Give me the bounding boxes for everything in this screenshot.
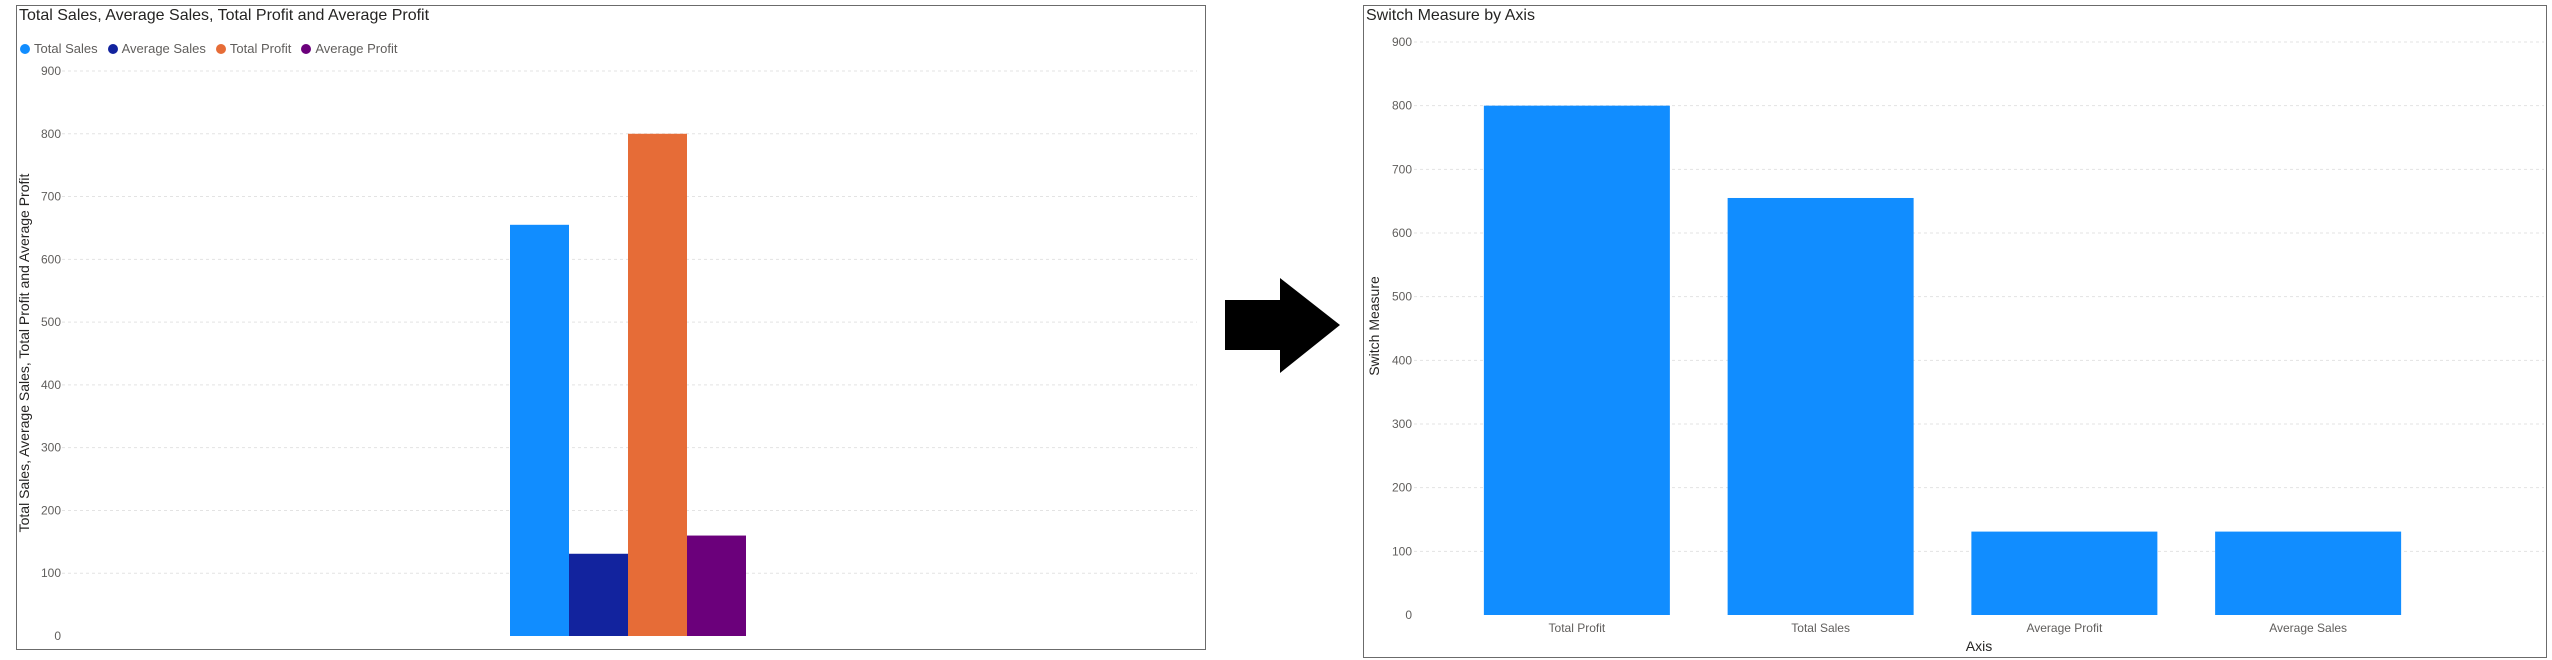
bar-total-sales (510, 224, 569, 637)
x-tick-label: Average Profit (2026, 621, 2102, 635)
legend-label: Average Sales (121, 41, 206, 56)
bar-average-profit (687, 535, 746, 636)
y-tick-label: 200 (41, 503, 61, 517)
right-chart-title: Switch Measure by Axis (1366, 7, 1535, 24)
y-tick-label: 500 (1392, 290, 1412, 304)
bar-average-profit (1971, 531, 2158, 615)
y-tick-label: 700 (1392, 162, 1412, 176)
bar-total-sales (1727, 197, 1914, 615)
y-tick-label: 800 (41, 127, 61, 141)
y-tick-label: 600 (1392, 226, 1412, 240)
y-tick-label: 500 (41, 315, 61, 329)
y-tick-label: 900 (1392, 35, 1412, 49)
left-chart-panel[interactable]: Total Sales, Average Sales, Total Profit… (16, 5, 1206, 650)
right-arrow-icon (1225, 278, 1340, 373)
legend-item-average-profit[interactable]: Average Profit (301, 41, 397, 56)
legend-label: Total Profit (229, 41, 292, 56)
y-tick-label: 100 (41, 566, 61, 580)
legend-label: Average Profit (315, 41, 398, 56)
legend-dot-icon (107, 43, 118, 54)
y-tick-label: 600 (41, 252, 61, 266)
y-tick-label: 0 (54, 629, 61, 643)
y-axis-title: Total Sales, Average Sales, Total Profit… (17, 174, 32, 533)
y-axis-title: Switch Measure (1366, 276, 1382, 376)
y-tick-label: 0 (1405, 608, 1412, 622)
legend-dot-icon (20, 43, 30, 54)
y-tick-label: 700 (41, 190, 61, 204)
legend-item-total-sales[interactable]: Total Sales (20, 41, 98, 56)
y-tick-label: 900 (41, 64, 61, 78)
right-chart-panel[interactable]: Switch Measure by Axis 0 100 200 300 400 500 6… (1363, 5, 2547, 658)
bar-average-sales (2215, 531, 2402, 615)
y-tick-label: 400 (1392, 353, 1412, 367)
legend-dot-icon (215, 43, 226, 54)
bar-average-sales (569, 553, 628, 636)
y-tick-label: 400 (41, 378, 61, 392)
left-chart-plot: 0 100 200 300 400 500 600 700 800 900 Total Sales,… (17, 64, 1197, 643)
y-tick-label: 800 (1392, 99, 1412, 113)
x-tick-label: Total Profit (1549, 621, 1606, 635)
x-axis-title: Axis (1966, 638, 1992, 654)
y-tick-label: 300 (41, 441, 61, 455)
left-chart-legend: Total Sales Average Sales Total Profit A… (20, 41, 397, 56)
bar-total-profit (1483, 105, 1670, 616)
left-chart-title: Total Sales, Average Sales, Total Profit… (19, 7, 430, 24)
legend-item-total-profit[interactable]: Total Profit (215, 41, 292, 56)
y-tick-label: 300 (1392, 417, 1412, 431)
y-tick-label: 200 (1392, 481, 1412, 495)
x-tick-label: Average Sales (2269, 621, 2347, 635)
x-tick-label: Total Sales (1791, 621, 1850, 635)
y-tick-label: 100 (1392, 544, 1412, 558)
right-chart-plot: 0 100 200 300 400 500 600 700 800 900 Switch Measu… (1366, 35, 2544, 654)
bar-total-profit (628, 133, 687, 636)
legend-item-average-sales[interactable]: Average Sales (107, 41, 206, 56)
legend-dot-icon (301, 43, 312, 54)
legend-label: Total Sales (34, 41, 98, 56)
